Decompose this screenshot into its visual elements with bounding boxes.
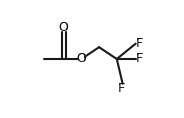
- Text: O: O: [76, 53, 86, 65]
- Text: F: F: [118, 82, 125, 95]
- Text: F: F: [136, 37, 143, 50]
- FancyBboxPatch shape: [137, 40, 142, 47]
- Text: F: F: [136, 53, 143, 65]
- Text: O: O: [59, 21, 69, 34]
- FancyBboxPatch shape: [119, 85, 124, 92]
- FancyBboxPatch shape: [61, 23, 66, 31]
- FancyBboxPatch shape: [79, 55, 84, 63]
- Text: F: F: [136, 37, 143, 50]
- Text: F: F: [118, 82, 125, 95]
- Text: F: F: [136, 53, 143, 65]
- FancyBboxPatch shape: [137, 55, 142, 63]
- Text: O: O: [76, 53, 86, 65]
- Text: O: O: [59, 21, 69, 34]
